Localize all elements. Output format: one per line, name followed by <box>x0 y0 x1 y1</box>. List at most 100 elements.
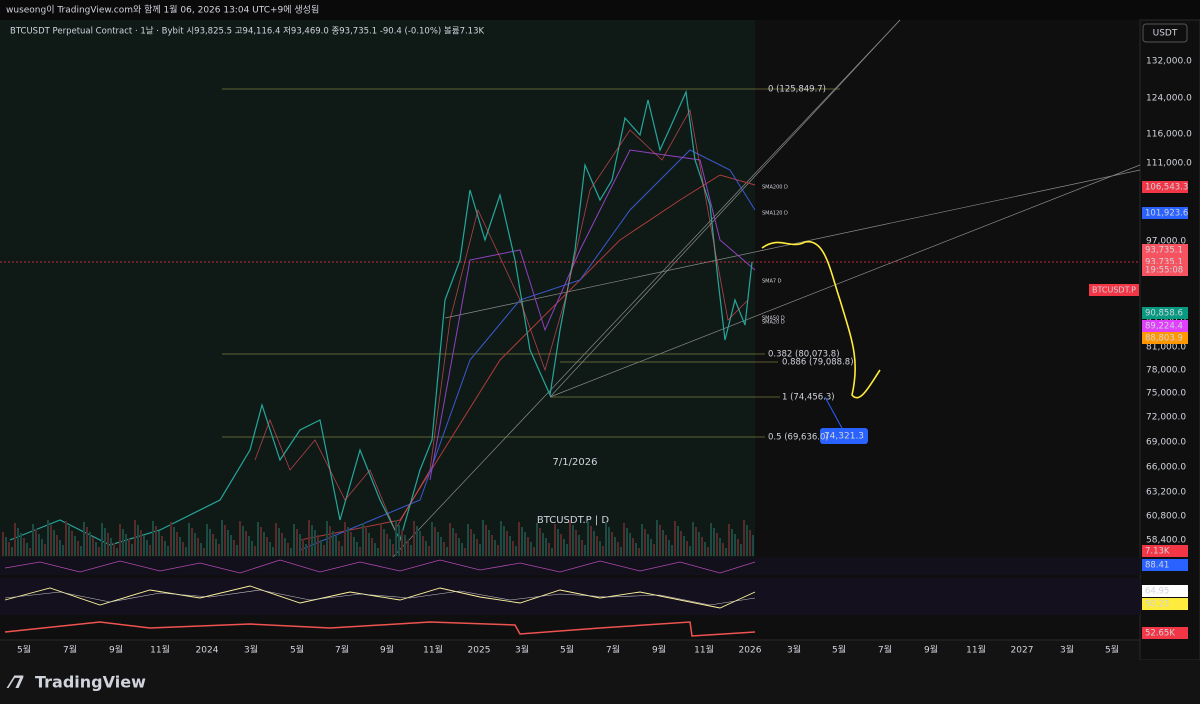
price-tag-bg <box>1142 207 1188 219</box>
volume-bar <box>449 523 451 556</box>
price-tag: 52.65K <box>1145 629 1175 639</box>
price-tag: 7.13K <box>1145 547 1170 557</box>
volume-bar <box>452 528 454 556</box>
price-path-down <box>254 108 749 531</box>
volume-bar <box>170 522 172 556</box>
volume-bar <box>605 522 607 556</box>
volume-bar <box>566 544 568 556</box>
volume-bar <box>326 521 328 556</box>
volume-bar <box>608 527 610 556</box>
price-tag-bg <box>1142 332 1188 344</box>
volume-bar <box>698 532 700 556</box>
volume-bar <box>53 530 55 556</box>
volume-bar <box>647 534 649 556</box>
volume-bar <box>677 526 679 556</box>
volume-bar <box>41 539 43 556</box>
time-axis-label: 11월 <box>423 644 443 656</box>
volume-bar <box>602 546 604 556</box>
currency-button[interactable] <box>1142 23 1188 43</box>
volume-bar <box>338 541 340 556</box>
volume-bar <box>107 533 109 556</box>
volume-bar <box>260 527 262 556</box>
price-tag: 50.23 <box>1145 600 1169 610</box>
volume-bar <box>740 544 742 556</box>
volume-bar <box>395 520 397 556</box>
volume-bar <box>752 535 754 556</box>
volume-bar <box>443 542 445 556</box>
volume-bar <box>419 531 421 556</box>
volume-bar <box>431 522 433 556</box>
volume-bar <box>89 532 91 556</box>
volume-bar <box>248 536 250 556</box>
price-axis-label: 78,000.0 <box>1146 366 1186 376</box>
volume-bar <box>653 544 655 556</box>
volume-bar <box>506 531 508 556</box>
volume-bar <box>368 533 370 556</box>
volume-bar <box>83 522 85 556</box>
volume-bar <box>137 525 139 556</box>
volume-bar <box>224 525 226 556</box>
volume-bar <box>560 534 562 556</box>
volume-bar <box>569 520 571 556</box>
volume-bar <box>335 536 337 556</box>
target-pointer <box>824 396 844 431</box>
symbol-tag: BTCUSDT.P <box>1092 286 1136 295</box>
time-axis-label: 7월 <box>606 644 620 656</box>
volume-bar <box>731 529 733 556</box>
volume-bar <box>701 537 703 556</box>
volume-bar <box>32 524 34 556</box>
volume-bar <box>17 528 19 556</box>
volume-bar <box>242 526 244 556</box>
price-axis-label: 132,000.0 <box>1146 57 1192 67</box>
footer <box>0 660 1200 704</box>
watermark: BTCUSDT.P | D <box>537 515 610 526</box>
price-tag: 89,224.4 <box>1145 322 1183 332</box>
volume-bar <box>533 547 535 556</box>
volume-bar <box>578 535 580 556</box>
volume-bar <box>251 541 253 556</box>
volume-bar <box>488 530 490 556</box>
volume-bar <box>716 533 718 556</box>
oscillator-signal <box>4 589 756 606</box>
volume-bar <box>713 528 715 556</box>
price-tag-bg <box>1142 181 1188 193</box>
volume-bar <box>65 521 67 556</box>
volume-bar <box>332 531 334 556</box>
symbol-line: BTCUSDT Perpetual Contract · 1날 · Bybit … <box>10 26 484 37</box>
volume-bar <box>275 523 277 556</box>
volume-bar <box>257 522 259 556</box>
volume-bar <box>308 520 310 556</box>
fib-label: 1 (74,456.3) <box>782 393 835 403</box>
currency[interactable]: USDT <box>1153 29 1178 39</box>
volume-bar <box>470 529 472 556</box>
price-axis-label: 69,000.0 <box>1146 438 1186 448</box>
volume-bar <box>596 536 598 556</box>
price-tag: 19:55:08 <box>1145 266 1183 276</box>
volume-bar <box>290 548 292 556</box>
volume-bar <box>194 533 196 556</box>
volume-bar <box>434 527 436 556</box>
volume-bar <box>329 526 331 556</box>
volume-bar <box>479 544 481 556</box>
volume-bar <box>668 540 670 556</box>
volume-bar <box>383 529 385 556</box>
volume-bar <box>347 527 349 556</box>
volume-bar <box>320 540 322 556</box>
volume-bar <box>119 524 121 556</box>
price-tag-bg <box>1142 545 1188 557</box>
time-axis-label: 5월 <box>832 644 846 656</box>
time-axis-label: 3월 <box>1060 644 1074 656</box>
volume-bar <box>440 537 442 556</box>
volume-bar <box>155 526 157 556</box>
price-axis-label: 111,000.0 <box>1146 159 1192 169</box>
volume-bar <box>20 533 22 556</box>
volume-bar <box>410 545 412 556</box>
price-axis-label: 124,000.0 <box>1146 94 1192 104</box>
volume-bar <box>296 529 298 556</box>
volume-bar <box>680 531 682 556</box>
volume-bar <box>422 536 424 556</box>
volume-bar <box>650 539 652 556</box>
volume-bar <box>62 545 64 556</box>
rsi-line <box>4 559 756 574</box>
time-axis-label: 7월 <box>63 644 77 656</box>
